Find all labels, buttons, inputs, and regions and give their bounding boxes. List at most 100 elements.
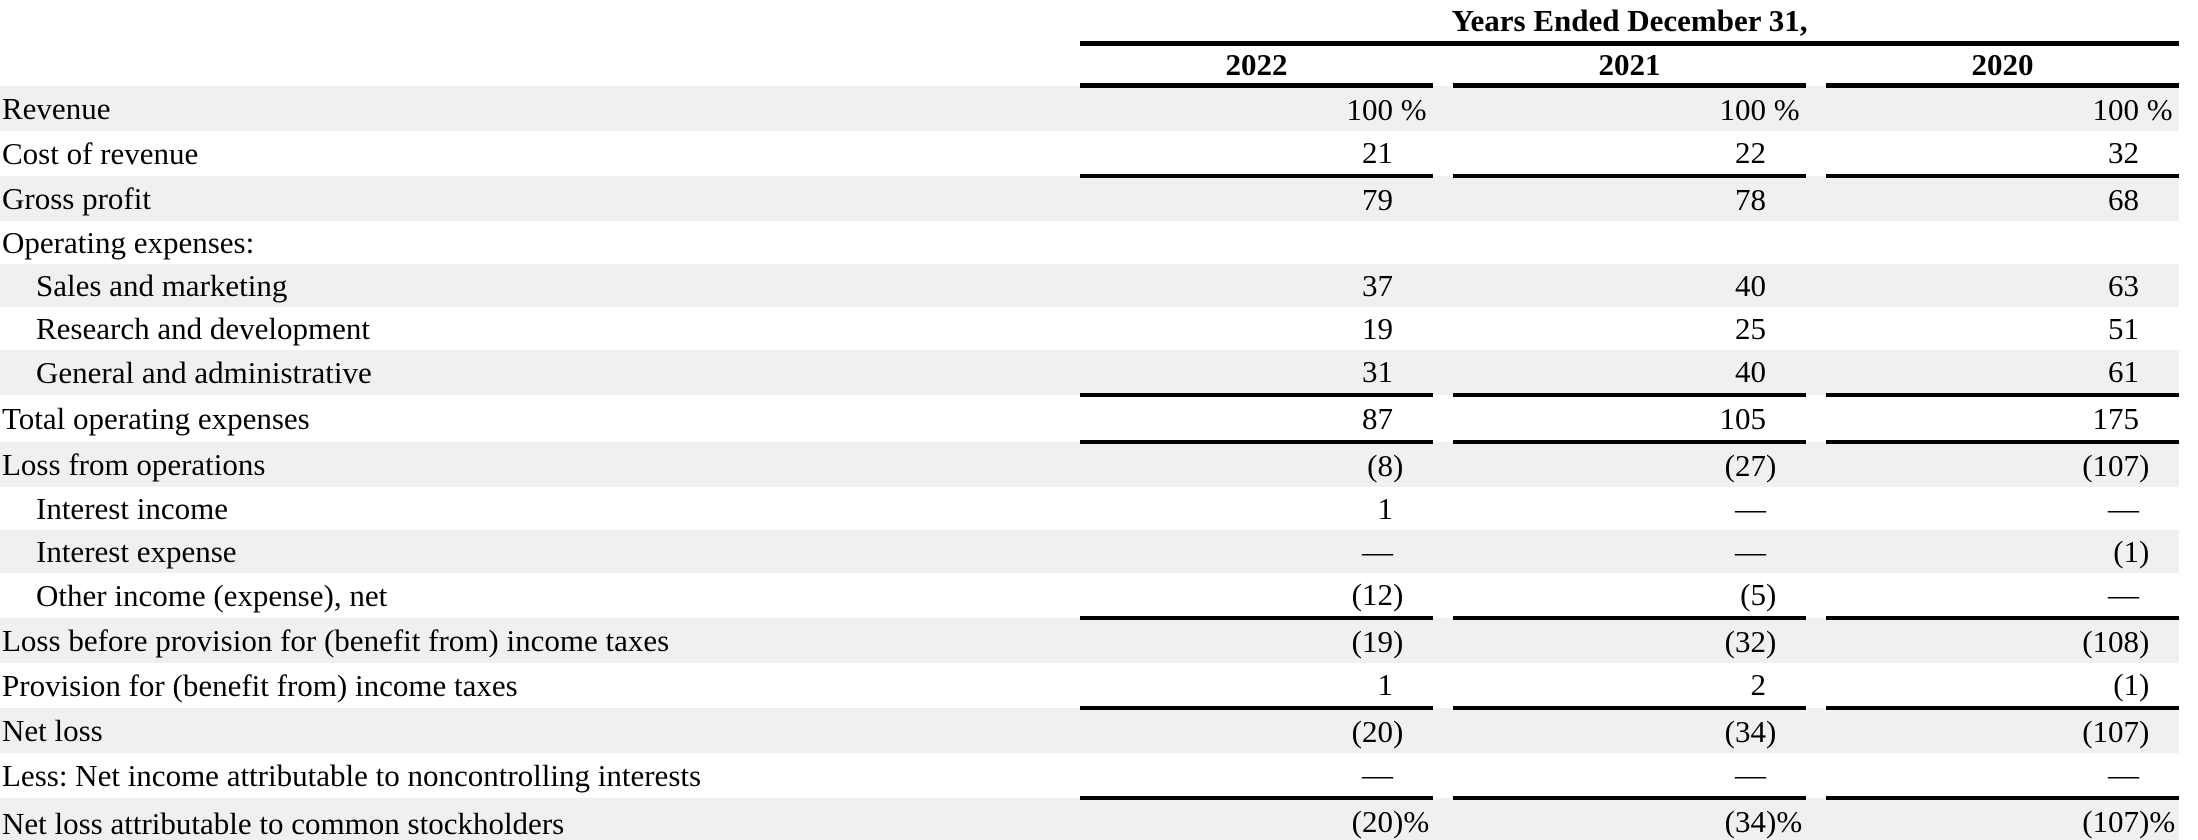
table-row: Net loss (20) (34) (107) bbox=[0, 708, 2180, 753]
value-text: (34 bbox=[1724, 714, 1766, 749]
value-text: (12 bbox=[1351, 577, 1393, 612]
value-cell: 22 bbox=[1453, 131, 1806, 178]
row-label: Less: Net income attributable to noncont… bbox=[2, 758, 702, 793]
column-gap bbox=[1433, 307, 1453, 350]
value-text: (107 bbox=[2082, 448, 2140, 483]
column-gap bbox=[1433, 573, 1453, 618]
table-row: Provision for (benefit from) income taxe… bbox=[0, 663, 2180, 710]
value-text: 1 bbox=[1377, 491, 1394, 526]
value-suffix: ) bbox=[1393, 714, 1404, 749]
value-cell: (19) bbox=[1080, 618, 1433, 663]
table-row: Loss from operations (8) (27) (107) bbox=[0, 442, 2180, 487]
column-gap bbox=[1806, 131, 1826, 176]
value-cell bbox=[1453, 221, 1806, 264]
value-suffix: ) bbox=[2139, 534, 2150, 569]
value-text: 51 bbox=[2108, 311, 2140, 346]
table-body: Revenue 100 % 100 % 100 % Cost of revenue 21 2… bbox=[0, 85, 2180, 840]
table-row: Sales and marketing 37 40 63 bbox=[0, 264, 2180, 307]
value-cell: 51 bbox=[1826, 307, 2179, 350]
row-label: Net loss bbox=[0, 708, 1080, 753]
row-label: Cost of revenue bbox=[2, 136, 199, 171]
column-gap bbox=[1806, 753, 1826, 798]
column-gap bbox=[1806, 798, 1826, 840]
value-cell: 2 bbox=[1453, 663, 1806, 710]
value-cell: 1 bbox=[1080, 487, 1433, 530]
column-gap bbox=[1433, 618, 1453, 663]
column-gap bbox=[1433, 85, 1453, 131]
value-cell: — bbox=[1826, 753, 2180, 800]
value-cell: (1) bbox=[1826, 663, 2180, 710]
value-text: (27 bbox=[1724, 448, 1766, 483]
value-cell: 68 bbox=[1826, 176, 2180, 221]
value-cell: 63 bbox=[1826, 264, 2180, 307]
value-text: (5 bbox=[1740, 577, 1766, 612]
column-gap bbox=[1433, 44, 1453, 86]
value-cell: (34)% bbox=[1453, 798, 1806, 840]
header-spacer bbox=[0, 0, 1080, 44]
column-gap bbox=[1806, 264, 1826, 307]
column-gap bbox=[1806, 221, 1826, 264]
year-header-2022: 2022 bbox=[1080, 43, 1433, 88]
value-suffix: ) bbox=[2139, 714, 2150, 749]
table-row: Interest expense — — (1) bbox=[0, 530, 2180, 573]
value-text: — bbox=[2108, 491, 2140, 526]
year-header-2020: 2020 bbox=[1826, 43, 2180, 88]
column-gap bbox=[1433, 350, 1453, 395]
table-row: Other income (expense), net (12) (5) — bbox=[0, 573, 2180, 620]
column-gap bbox=[1806, 44, 1826, 86]
value-cell: 37 bbox=[1080, 264, 1433, 307]
value-cell: — bbox=[1826, 487, 2179, 530]
header-spacer bbox=[0, 44, 1080, 86]
table-row: Gross profit 79 78 68 bbox=[0, 176, 2180, 221]
value-cell: (5) bbox=[1453, 573, 1806, 620]
value-suffix: ) bbox=[2139, 448, 2150, 483]
value-suffix: ) bbox=[1393, 448, 1404, 483]
column-gap bbox=[1433, 708, 1453, 753]
table-row: Revenue 100 % 100 % 100 % bbox=[0, 85, 2180, 131]
value-cell: (20)% bbox=[1080, 798, 1433, 840]
value-suffix: % bbox=[2139, 92, 2173, 127]
table-row: General and administrative 31 40 61 bbox=[0, 350, 2180, 397]
value-cell: (108) bbox=[1826, 618, 2180, 663]
value-cell: — bbox=[1826, 573, 2180, 620]
value-text: (34 bbox=[1724, 804, 1766, 839]
value-cell: (107)% bbox=[1826, 798, 2180, 840]
value-text: (32 bbox=[1724, 624, 1766, 659]
row-label: Revenue bbox=[0, 85, 1080, 131]
value-cell: 1 bbox=[1080, 663, 1433, 710]
row-label: Gross profit bbox=[0, 176, 1080, 221]
value-suffix: ) bbox=[1393, 577, 1404, 612]
value-text: 100 bbox=[1719, 92, 1767, 127]
column-gap bbox=[1806, 618, 1826, 663]
value-text: 68 bbox=[2108, 182, 2140, 217]
column-gap bbox=[1806, 530, 1826, 573]
value-text: 78 bbox=[1735, 182, 1766, 217]
table-row: Interest income 1 — — bbox=[0, 487, 2179, 530]
row-label: Interest expense bbox=[0, 530, 1080, 573]
column-gap bbox=[1433, 663, 1453, 708]
value-text: 37 bbox=[1362, 268, 1393, 303]
value-cell: 40 bbox=[1453, 350, 1806, 397]
value-text: 32 bbox=[2108, 135, 2140, 170]
table-row: Less: Net income attributable to noncont… bbox=[0, 753, 2180, 800]
value-cell: — bbox=[1080, 753, 1433, 800]
column-gap bbox=[1433, 395, 1453, 442]
value-cell: (34) bbox=[1453, 708, 1806, 753]
value-cell: 19 bbox=[1080, 307, 1433, 350]
value-text: (8 bbox=[1367, 448, 1393, 483]
value-cell: (20) bbox=[1080, 708, 1433, 753]
value-text: 40 bbox=[1735, 354, 1766, 389]
value-text: 63 bbox=[2108, 268, 2140, 303]
value-cell: — bbox=[1453, 487, 1806, 530]
table-row: Research and development 19 25 51 bbox=[0, 307, 2179, 350]
row-label: Other income (expense), net bbox=[36, 578, 388, 613]
value-text: (20 bbox=[1351, 804, 1393, 839]
value-cell: (107) bbox=[1826, 708, 2180, 753]
year-header-2021: 2021 bbox=[1453, 43, 1806, 88]
row-label: Interest income bbox=[36, 491, 228, 526]
table-row: Net loss attributable to common stockhol… bbox=[0, 798, 2180, 840]
value-cell: — bbox=[1080, 530, 1433, 573]
value-text: — bbox=[1362, 534, 1393, 569]
column-gap bbox=[1433, 131, 1453, 176]
